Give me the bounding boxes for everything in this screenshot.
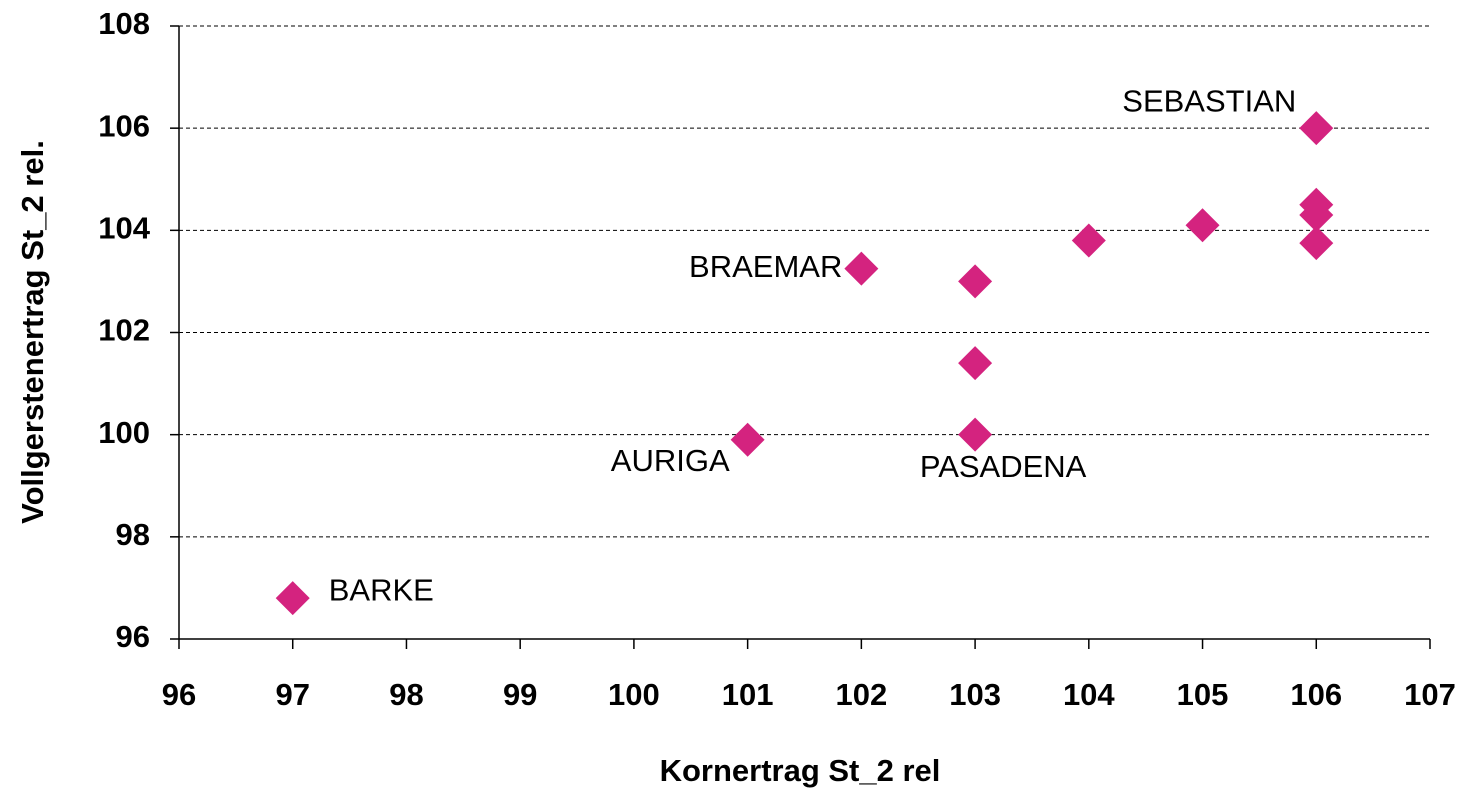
x-tick-label: 107 (1404, 677, 1456, 712)
x-tick-label: 98 (389, 677, 423, 712)
point (1185, 208, 1220, 243)
point (1299, 111, 1334, 146)
point (1299, 198, 1334, 233)
y-tick-label: 108 (98, 6, 150, 41)
y-axis-title: Vollgerstenertrag St_2 rel. (15, 140, 50, 524)
point (958, 417, 993, 452)
point-label: AURIGA (611, 443, 730, 478)
x-tick-label: 103 (949, 677, 1001, 712)
x-tick-label: 101 (722, 677, 774, 712)
y-tick-label: 98 (116, 517, 150, 552)
y-tick-label: 100 (98, 415, 150, 450)
point-label: BRAEMAR (689, 249, 842, 284)
x-tick-label: 104 (1063, 677, 1115, 712)
point (730, 422, 765, 457)
point (958, 264, 993, 299)
point-label: PASADENA (920, 449, 1087, 484)
y-tick-label: 102 (98, 313, 150, 348)
point-label: BARKE (329, 572, 434, 607)
point (1071, 223, 1106, 258)
x-tick-label: 102 (835, 677, 887, 712)
x-tick-label: 99 (503, 677, 537, 712)
point (844, 251, 879, 286)
point (275, 581, 310, 616)
x-tick-label: 100 (608, 677, 660, 712)
y-tick-label: 104 (98, 211, 150, 246)
x-tick-label: 105 (1177, 677, 1229, 712)
point-label: SEBASTIAN (1122, 83, 1296, 118)
point (1299, 226, 1334, 261)
x-axis-title: Kornertrag St_2 rel (660, 753, 941, 788)
y-tick-label: 96 (116, 619, 150, 654)
x-tick-label: 96 (162, 677, 196, 712)
point (958, 346, 993, 381)
x-tick-label: 97 (275, 677, 309, 712)
y-tick-label: 106 (98, 108, 150, 143)
x-tick-label: 106 (1290, 677, 1342, 712)
